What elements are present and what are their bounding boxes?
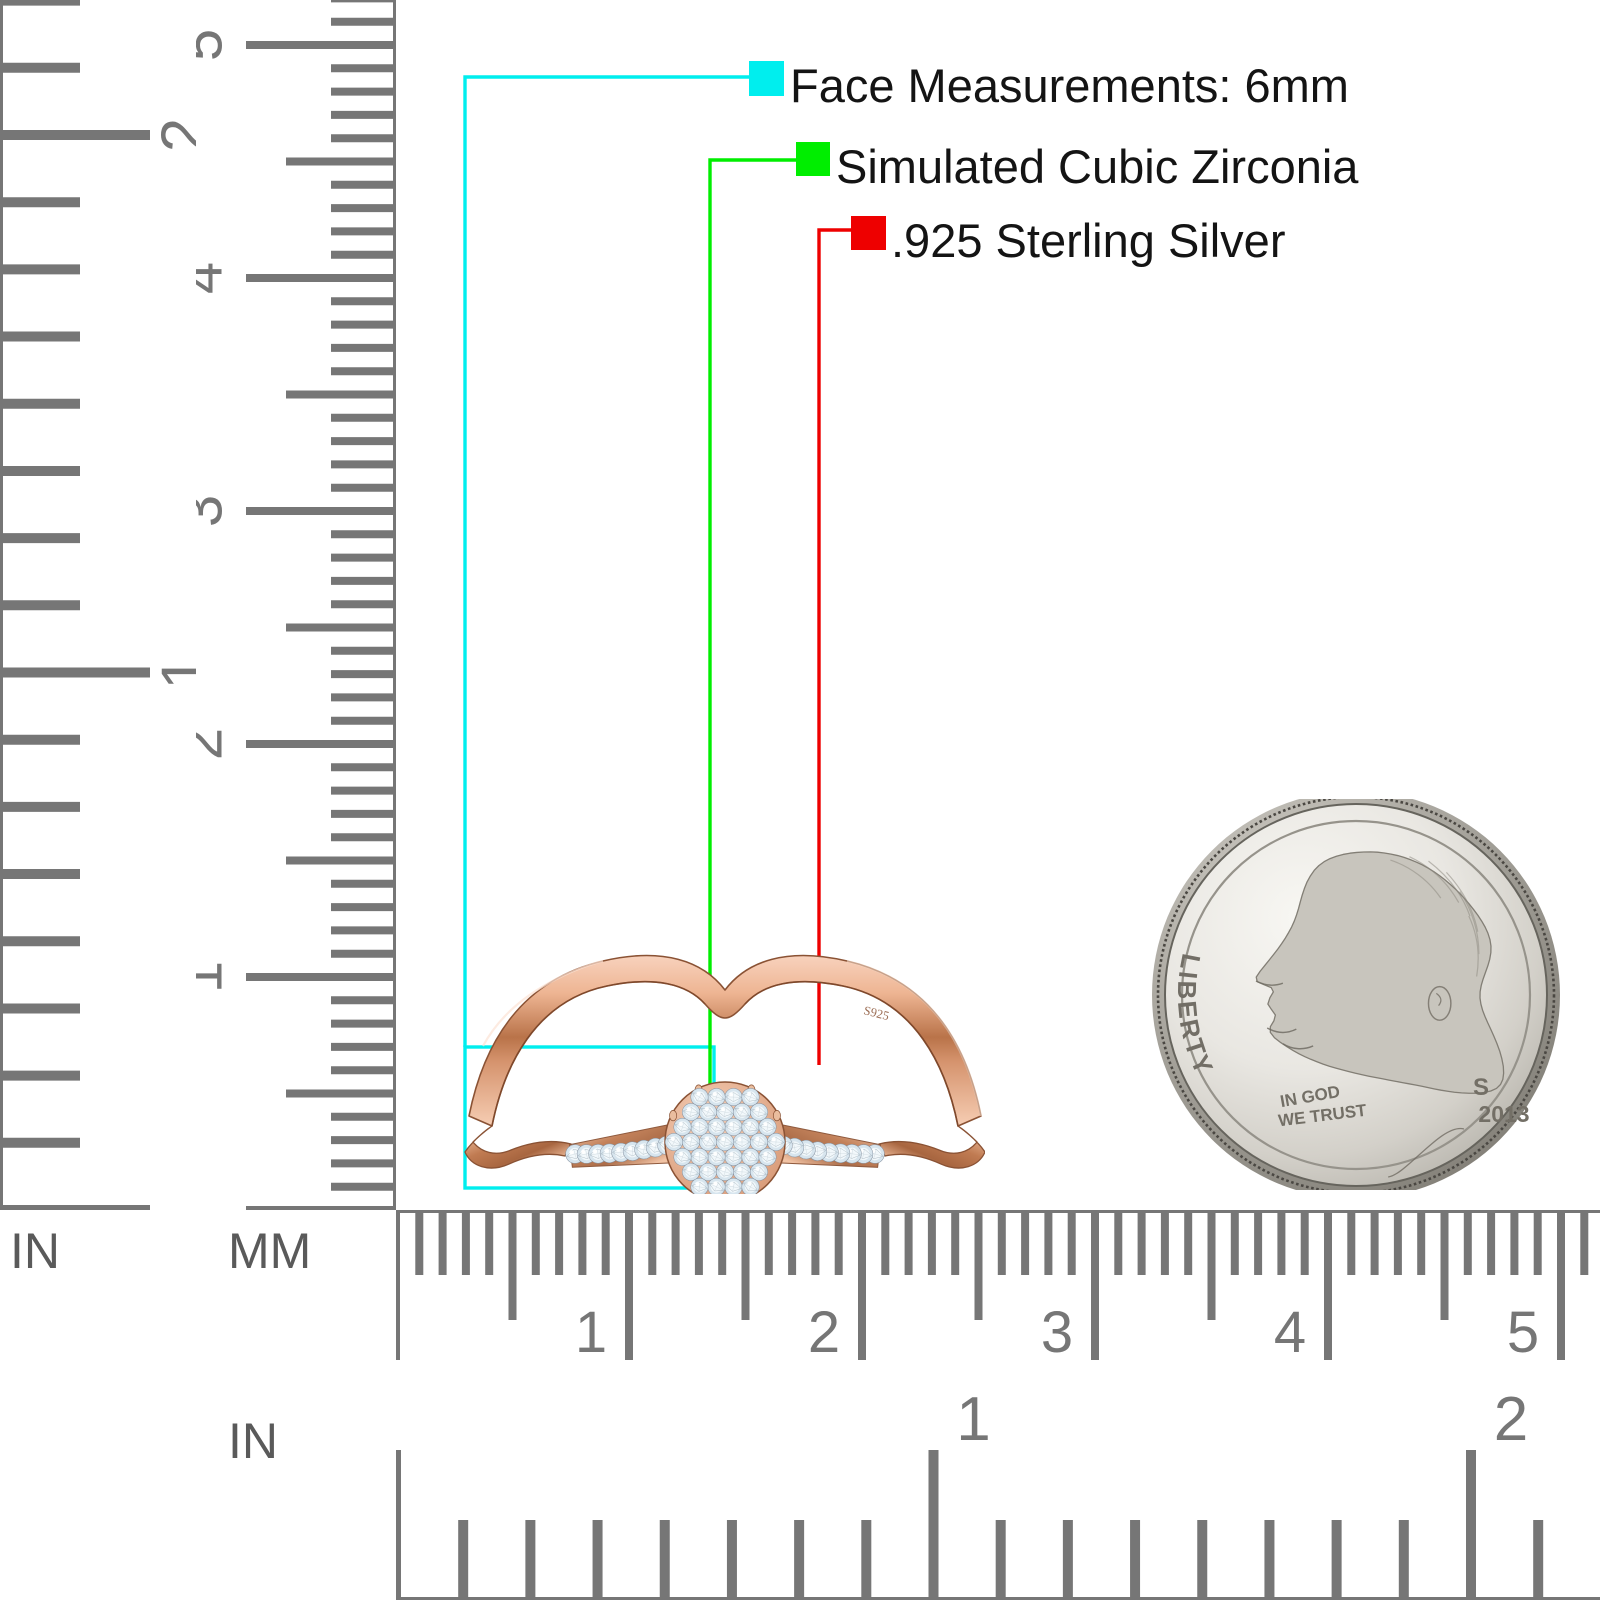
svg-text:5: 5 — [1507, 1300, 1539, 1365]
svg-text:3: 3 — [1041, 1300, 1073, 1365]
svg-text:S: S — [1473, 1074, 1489, 1101]
svg-text:1: 1 — [575, 1300, 607, 1365]
svg-text:2: 2 — [808, 1300, 840, 1365]
svg-text:S925: S925 — [862, 1003, 890, 1023]
svg-text:2: 2 — [1494, 1385, 1528, 1454]
svg-text:4: 4 — [1274, 1300, 1306, 1365]
svg-text:1: 1 — [956, 1385, 990, 1454]
svg-text:2013: 2013 — [1478, 1101, 1529, 1127]
